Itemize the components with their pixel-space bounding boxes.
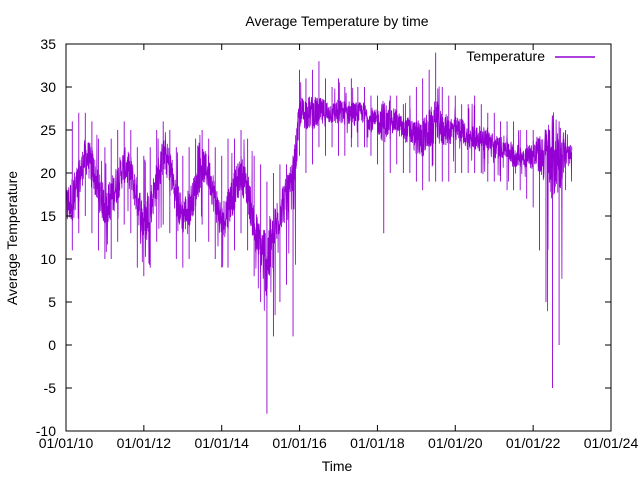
x-tick-label: 01/01/18 [350,435,405,451]
x-tick-label: 01/01/20 [428,435,483,451]
x-tick-label: 01/01/10 [39,435,94,451]
plot-frame [65,43,612,432]
y-tick-label: -10 [36,423,56,439]
axis-layer: -10 -5 0 5 10 15 20 25 30 35 01/01/10 01/01/12 01/01… [36,36,639,451]
y-tick-label: 5 [48,294,56,310]
y-tick-label: 10 [40,251,56,267]
x-tick-label: 01/01/16 [272,435,327,451]
x-tick-label: 01/01/22 [506,435,561,451]
x-tick-label: 01/01/12 [117,435,172,451]
y-tick-label: 20 [40,165,56,181]
y-tick-label: 0 [48,337,56,353]
y-tick-label: 25 [40,122,56,138]
chart-title: Average Temperature by time [245,13,428,29]
legend-label: Temperature [466,48,545,64]
y-tick-label: -5 [44,380,57,396]
x-tick-label: 01/01/14 [194,435,249,451]
x-tick-label: 01/01/24 [584,435,639,451]
y-tick-label: 35 [40,36,56,52]
x-axis-label: Time [322,458,353,474]
y-tick-label: 30 [40,79,56,95]
series-layer [65,52,573,414]
legend: Temperature [466,48,595,64]
y-tick-label: 15 [40,208,56,224]
y-axis-label: Average Temperature [4,171,20,305]
